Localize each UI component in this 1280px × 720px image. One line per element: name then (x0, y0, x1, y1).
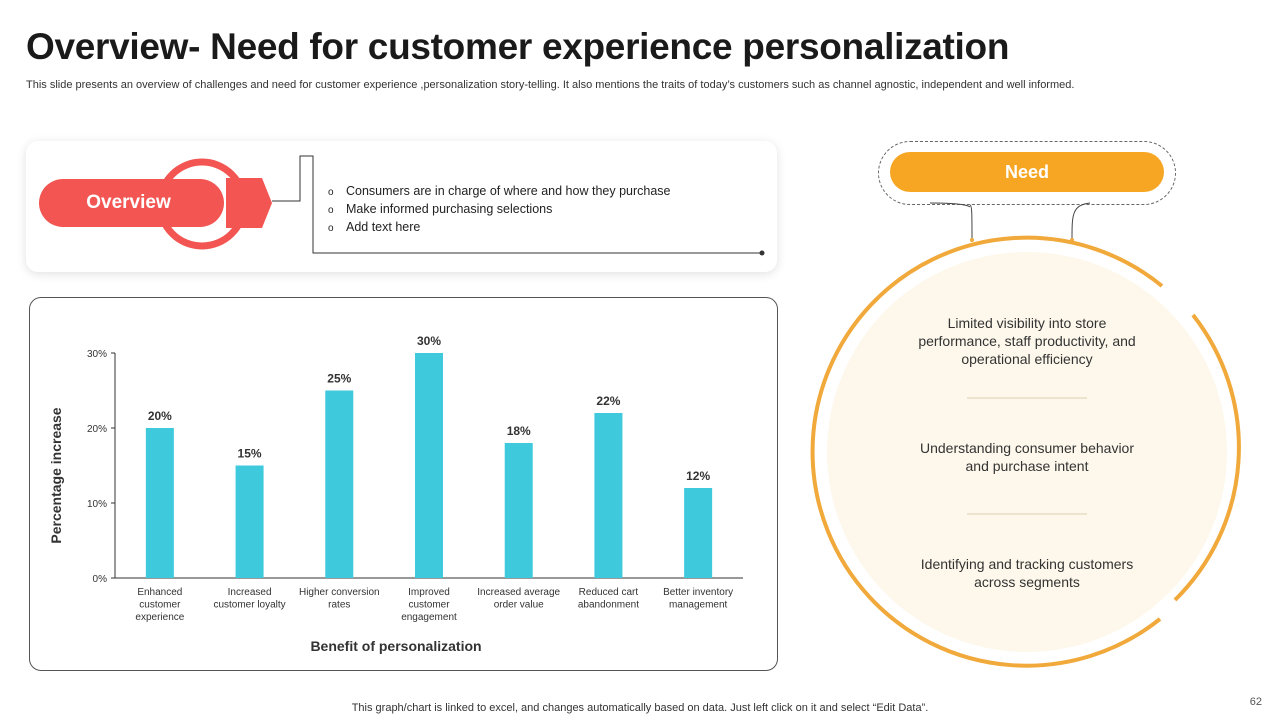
bar (235, 465, 264, 578)
x-tick-label: Higher conversion (299, 587, 380, 598)
overview-card: Overview o Consumers are in charge of whe… (26, 141, 777, 272)
bar (325, 390, 354, 578)
connector-dot (759, 250, 765, 256)
x-tick-label: experience (135, 612, 184, 623)
data-label: 12% (686, 469, 710, 483)
need-item: Limited visibility into store performanc… (918, 315, 1136, 367)
bar (684, 488, 713, 578)
y-axis-title: Percentage increase (48, 407, 64, 543)
overview-label: Overview (39, 179, 224, 227)
x-tick-label: Reduced cart (579, 587, 639, 598)
x-tick-label: order value (494, 600, 544, 611)
x-tick-label: abandonment (578, 600, 639, 611)
footer-note: This graph/chart is linked to excel, and… (351, 702, 929, 714)
page-subtitle: This slide presents an overview of chall… (26, 79, 1075, 91)
data-label: 20% (148, 409, 172, 423)
x-tick-label: management (669, 600, 728, 611)
page-title: Overview- Need for customer experience p… (26, 26, 1010, 67)
y-tick-label: 30% (87, 349, 107, 360)
x-tick-label: engagement (401, 612, 457, 623)
bar (594, 413, 623, 578)
data-label: 15% (238, 447, 262, 461)
data-label: 18% (507, 424, 531, 438)
x-tick-label: Enhanced (137, 587, 182, 598)
overview-list: o Consumers are in charge of where and ho… (328, 183, 671, 237)
bar-chart[interactable]: 0% 10% 20% 30% Percentage increase 20% Enhance… (30, 298, 779, 672)
x-tick-label: Increased (228, 587, 272, 598)
chart-card[interactable]: 0% 10% 20% 30% Percentage increase 20% Enhance… (29, 297, 778, 671)
x-tick-label: Improved (408, 587, 450, 598)
data-label: 25% (327, 372, 351, 386)
overview-decoration (156, 155, 765, 256)
need-item: Understanding consumer behavior and purc… (919, 440, 1134, 474)
data-label: 22% (596, 394, 620, 408)
data-label: 30% (417, 334, 441, 348)
overview-item: o Add text here (328, 220, 421, 234)
need-label: Need (890, 152, 1164, 192)
need-item: Identifying and tracking customers acros… (920, 556, 1134, 590)
x-tick-label: customer (139, 600, 181, 611)
page-number: 62 (1249, 696, 1262, 708)
need-connector-right (1071, 202, 1091, 240)
bar (415, 353, 443, 578)
x-axis-title: Benefit of personalization (310, 638, 481, 654)
x-tick-label: Better inventory (663, 587, 733, 598)
need-ring-left (810, 235, 1164, 668)
need-circle-graphic (810, 202, 1241, 668)
y-tick-label: 20% (87, 424, 107, 435)
need-circle (827, 252, 1227, 652)
bar (504, 443, 533, 578)
x-tick-label: customer loyalty (213, 600, 285, 611)
overview-connector (272, 155, 762, 254)
bar (145, 428, 174, 578)
x-tick-label: customer (408, 600, 450, 611)
overview-item: o Consumers are in charge of where and ho… (328, 184, 671, 198)
overview-item: o Make informed purchasing selections (328, 202, 553, 216)
overview-arrow (226, 178, 272, 228)
need-ring-right (1173, 313, 1241, 602)
need-dashed-outline (878, 141, 1176, 205)
x-tick-label: Increased average (477, 587, 560, 598)
y-tick-label: 0% (93, 574, 108, 585)
need-connector-left (969, 204, 973, 240)
x-tick-label: rates (328, 600, 350, 611)
y-tick-label: 10% (87, 499, 107, 510)
